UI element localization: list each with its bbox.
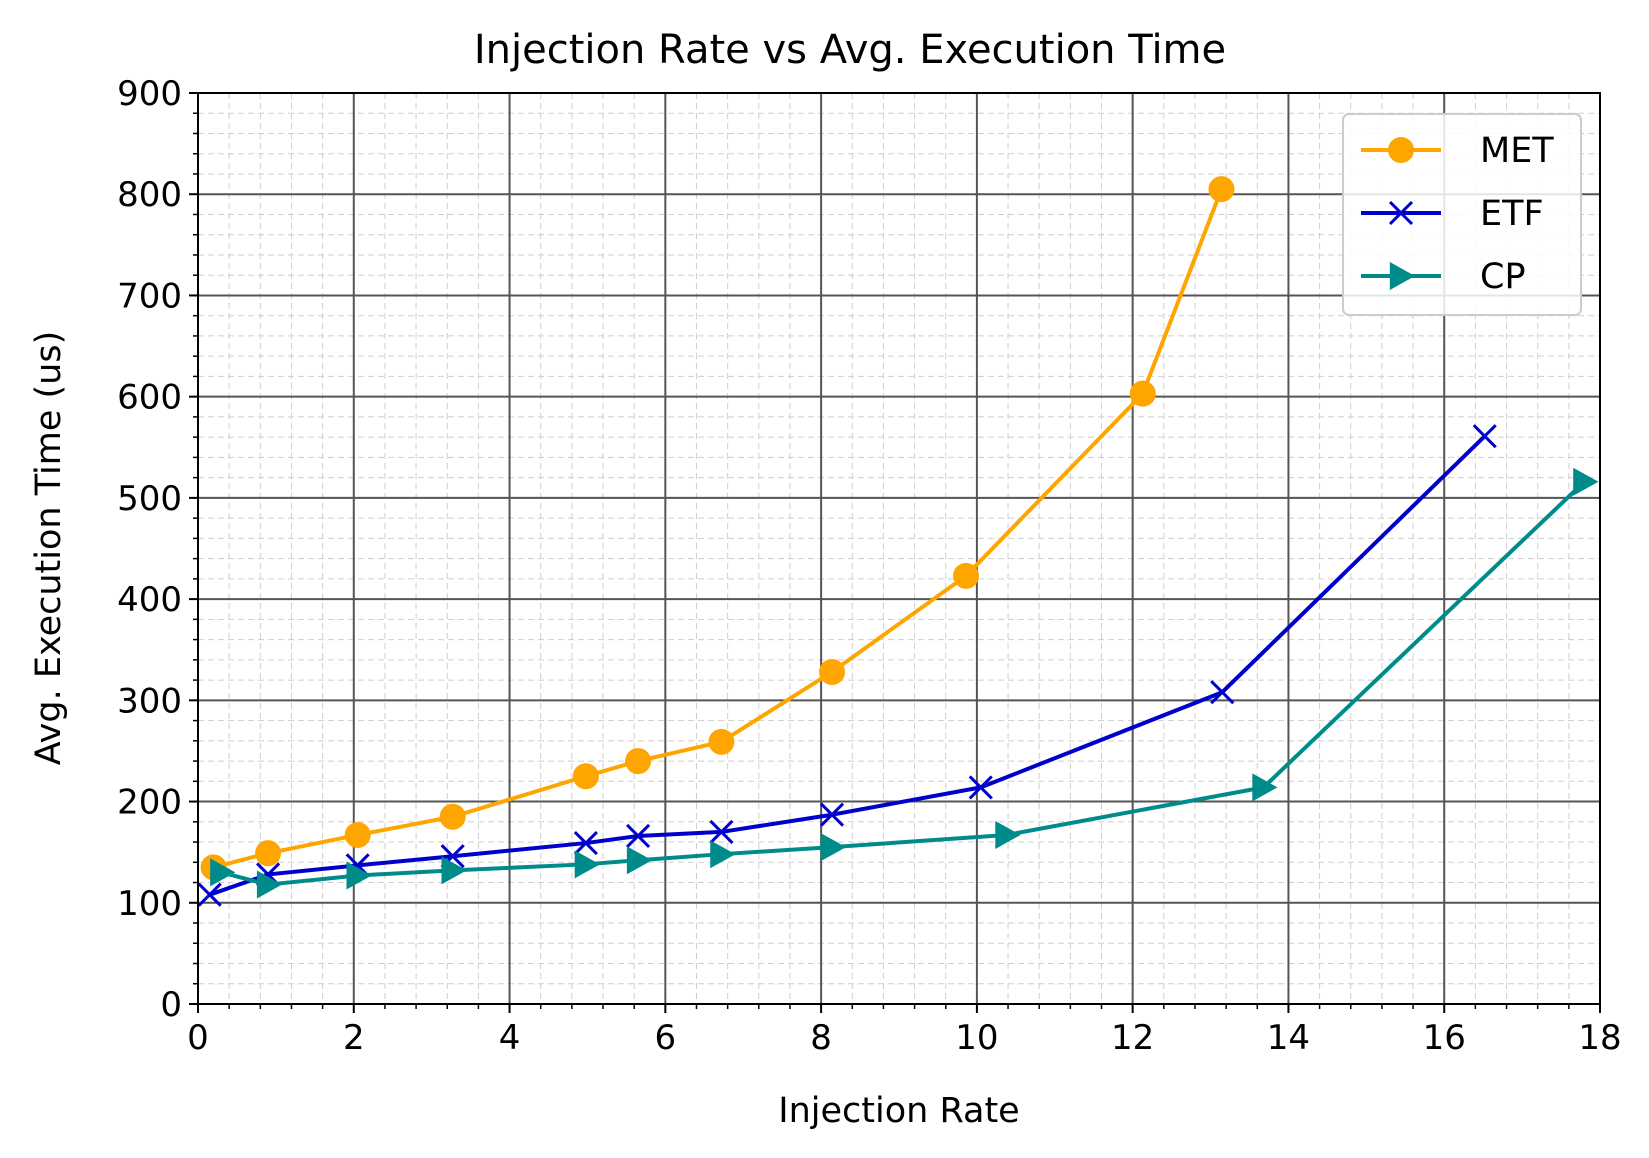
legend-label-met: MET xyxy=(1480,131,1554,171)
series-layer xyxy=(197,176,1599,907)
tick-labels: 0 2 4 6 8 10 12 14 16 18 0 100 200 300 400 500 600 700 800… xyxy=(117,74,1622,1058)
series-etf xyxy=(197,424,1497,907)
y-tick-label: 300 xyxy=(117,681,182,721)
data-point-etf xyxy=(968,775,993,800)
data-point-met xyxy=(819,658,846,685)
data-point-met xyxy=(625,748,652,775)
data-point-cp xyxy=(820,833,847,862)
data-point-cp xyxy=(1252,773,1278,802)
series-cp xyxy=(210,467,1599,899)
x-marker-stroke xyxy=(197,882,222,907)
series-met xyxy=(200,176,1235,881)
legend-entry-met: MET xyxy=(1361,131,1554,171)
data-point-cp xyxy=(1573,467,1599,496)
data-point-cp xyxy=(441,856,467,885)
legend-label-cp: CP xyxy=(1480,257,1526,297)
x-marker-stroke xyxy=(1210,680,1235,705)
x-tick-label: 4 xyxy=(499,1018,521,1058)
y-tick-label: 700 xyxy=(117,276,182,316)
legend-entry-etf: ETF xyxy=(1361,194,1544,234)
legend: MET ETF CP xyxy=(1342,113,1582,316)
data-point-met xyxy=(439,803,466,830)
data-point-met xyxy=(255,840,282,867)
y-tick-label: 900 xyxy=(117,74,182,114)
y-tick-label: 100 xyxy=(117,884,182,924)
x-tick-label: 18 xyxy=(1578,1018,1621,1058)
legend-label-etf: ETF xyxy=(1480,194,1544,234)
y-axis-label: Avg. Execution Time (us) xyxy=(29,331,69,765)
data-point-met xyxy=(572,763,599,790)
y-tick-label: 0 xyxy=(160,985,182,1025)
x-marker-stroke xyxy=(1388,200,1414,226)
legend-entry-cp: CP xyxy=(1361,257,1526,297)
x-tick-label: 10 xyxy=(955,1018,998,1058)
data-point-cp xyxy=(995,820,1021,849)
data-point-cp xyxy=(346,861,372,890)
legend-box xyxy=(1342,113,1582,316)
data-point-met xyxy=(344,821,371,848)
data-point-cp xyxy=(210,858,236,887)
x-marker-stroke xyxy=(709,819,734,844)
minor-grid xyxy=(198,93,1600,1004)
chart-title: Injection Rate vs Avg. Execution Time xyxy=(474,27,1226,73)
data-point-met xyxy=(708,728,735,755)
legend-marker-cp xyxy=(1389,262,1415,290)
data-point-cp xyxy=(256,870,283,899)
data-point-etf xyxy=(573,830,598,856)
y-tick-label: 200 xyxy=(117,783,182,823)
x-tick-label: 0 xyxy=(187,1018,209,1058)
legend-marker-met xyxy=(1388,137,1414,163)
x-marker-stroke xyxy=(819,802,845,827)
data-point-cp xyxy=(710,840,736,869)
x-tick-label: 2 xyxy=(343,1018,365,1058)
data-point-etf xyxy=(709,819,734,844)
y-tick-label: 500 xyxy=(117,479,182,519)
x-tick-label: 6 xyxy=(655,1018,677,1058)
x-axis-label: Injection Rate xyxy=(778,1091,1019,1131)
y-tick-label: 600 xyxy=(117,378,182,418)
y-tick-label: 800 xyxy=(117,175,182,215)
data-point-etf xyxy=(1472,424,1497,449)
x-tick-label: 12 xyxy=(1111,1018,1154,1058)
data-point-met xyxy=(1129,380,1156,407)
x-marker-stroke xyxy=(1472,424,1497,449)
x-marker-stroke xyxy=(968,775,993,800)
data-point-cp xyxy=(574,850,600,879)
plot-frame xyxy=(197,92,1601,1005)
data-point-etf xyxy=(819,802,845,827)
data-point-etf xyxy=(626,823,651,849)
x-marker-stroke xyxy=(626,823,651,849)
x-marker-stroke xyxy=(573,830,598,856)
y-tick-label: 400 xyxy=(117,580,182,620)
data-point-etf xyxy=(197,882,222,907)
x-tick-label: 16 xyxy=(1423,1018,1466,1058)
data-point-etf xyxy=(1210,680,1235,705)
x-tick-label: 8 xyxy=(810,1018,832,1058)
data-point-cp xyxy=(626,846,653,875)
x-tick-label: 14 xyxy=(1267,1018,1310,1058)
data-point-met xyxy=(1208,176,1235,203)
data-point-met xyxy=(952,562,979,589)
legend-marker-etf xyxy=(1388,200,1414,226)
